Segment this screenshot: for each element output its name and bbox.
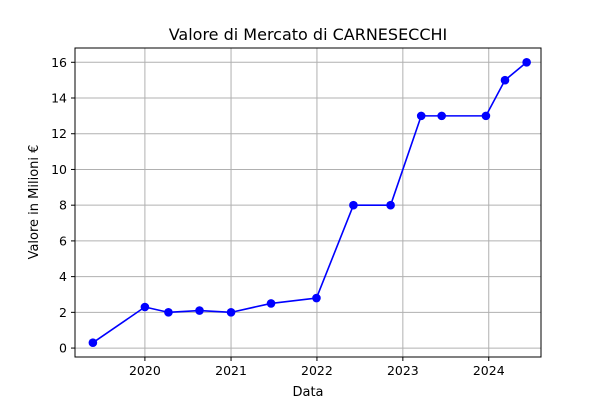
series — [88, 57, 531, 348]
data-point — [349, 200, 358, 210]
data-point — [386, 200, 395, 210]
y-tick-label: 6 — [59, 233, 67, 248]
data-point — [437, 111, 446, 121]
x-axis-label: Data — [292, 385, 323, 400]
y-tick-label: 16 — [51, 55, 67, 70]
y-tick-label: 2 — [59, 305, 67, 320]
data-point — [312, 293, 321, 303]
data-point — [481, 111, 491, 121]
plot-frame — [74, 47, 542, 358]
axis-ticks: 2020 2021 2022 2023 2024 0 2 4 6 8 10 12 14 16 — [51, 55, 505, 378]
data-point — [88, 338, 98, 348]
data-point — [195, 306, 204, 315]
x-tick-label: 2022 — [301, 363, 333, 378]
y-tick-label: 0 — [59, 341, 67, 356]
data-point — [226, 308, 236, 317]
y-tick-label: 10 — [51, 162, 67, 177]
y-tick-label: 12 — [51, 126, 67, 141]
y-tick-label: 8 — [59, 198, 67, 213]
y-tick-label: 4 — [59, 269, 67, 284]
data-point — [416, 111, 426, 121]
y-tick-label: 14 — [51, 91, 67, 106]
data-point — [500, 75, 510, 85]
grid — [75, 48, 541, 357]
data-point — [266, 299, 276, 308]
data-point — [164, 308, 173, 317]
x-tick-label: 2020 — [129, 363, 161, 378]
x-tick-label: 2023 — [387, 363, 419, 378]
y-axis-label: Valore in Milioni € — [27, 145, 42, 260]
chart-title: Valore di Mercato di CARNESECCHI — [169, 25, 448, 44]
data-point — [140, 302, 150, 312]
series-line — [92, 61, 528, 344]
x-tick-label: 2024 — [473, 363, 505, 378]
data-point — [522, 57, 531, 67]
x-tick-label: 2021 — [215, 363, 247, 378]
